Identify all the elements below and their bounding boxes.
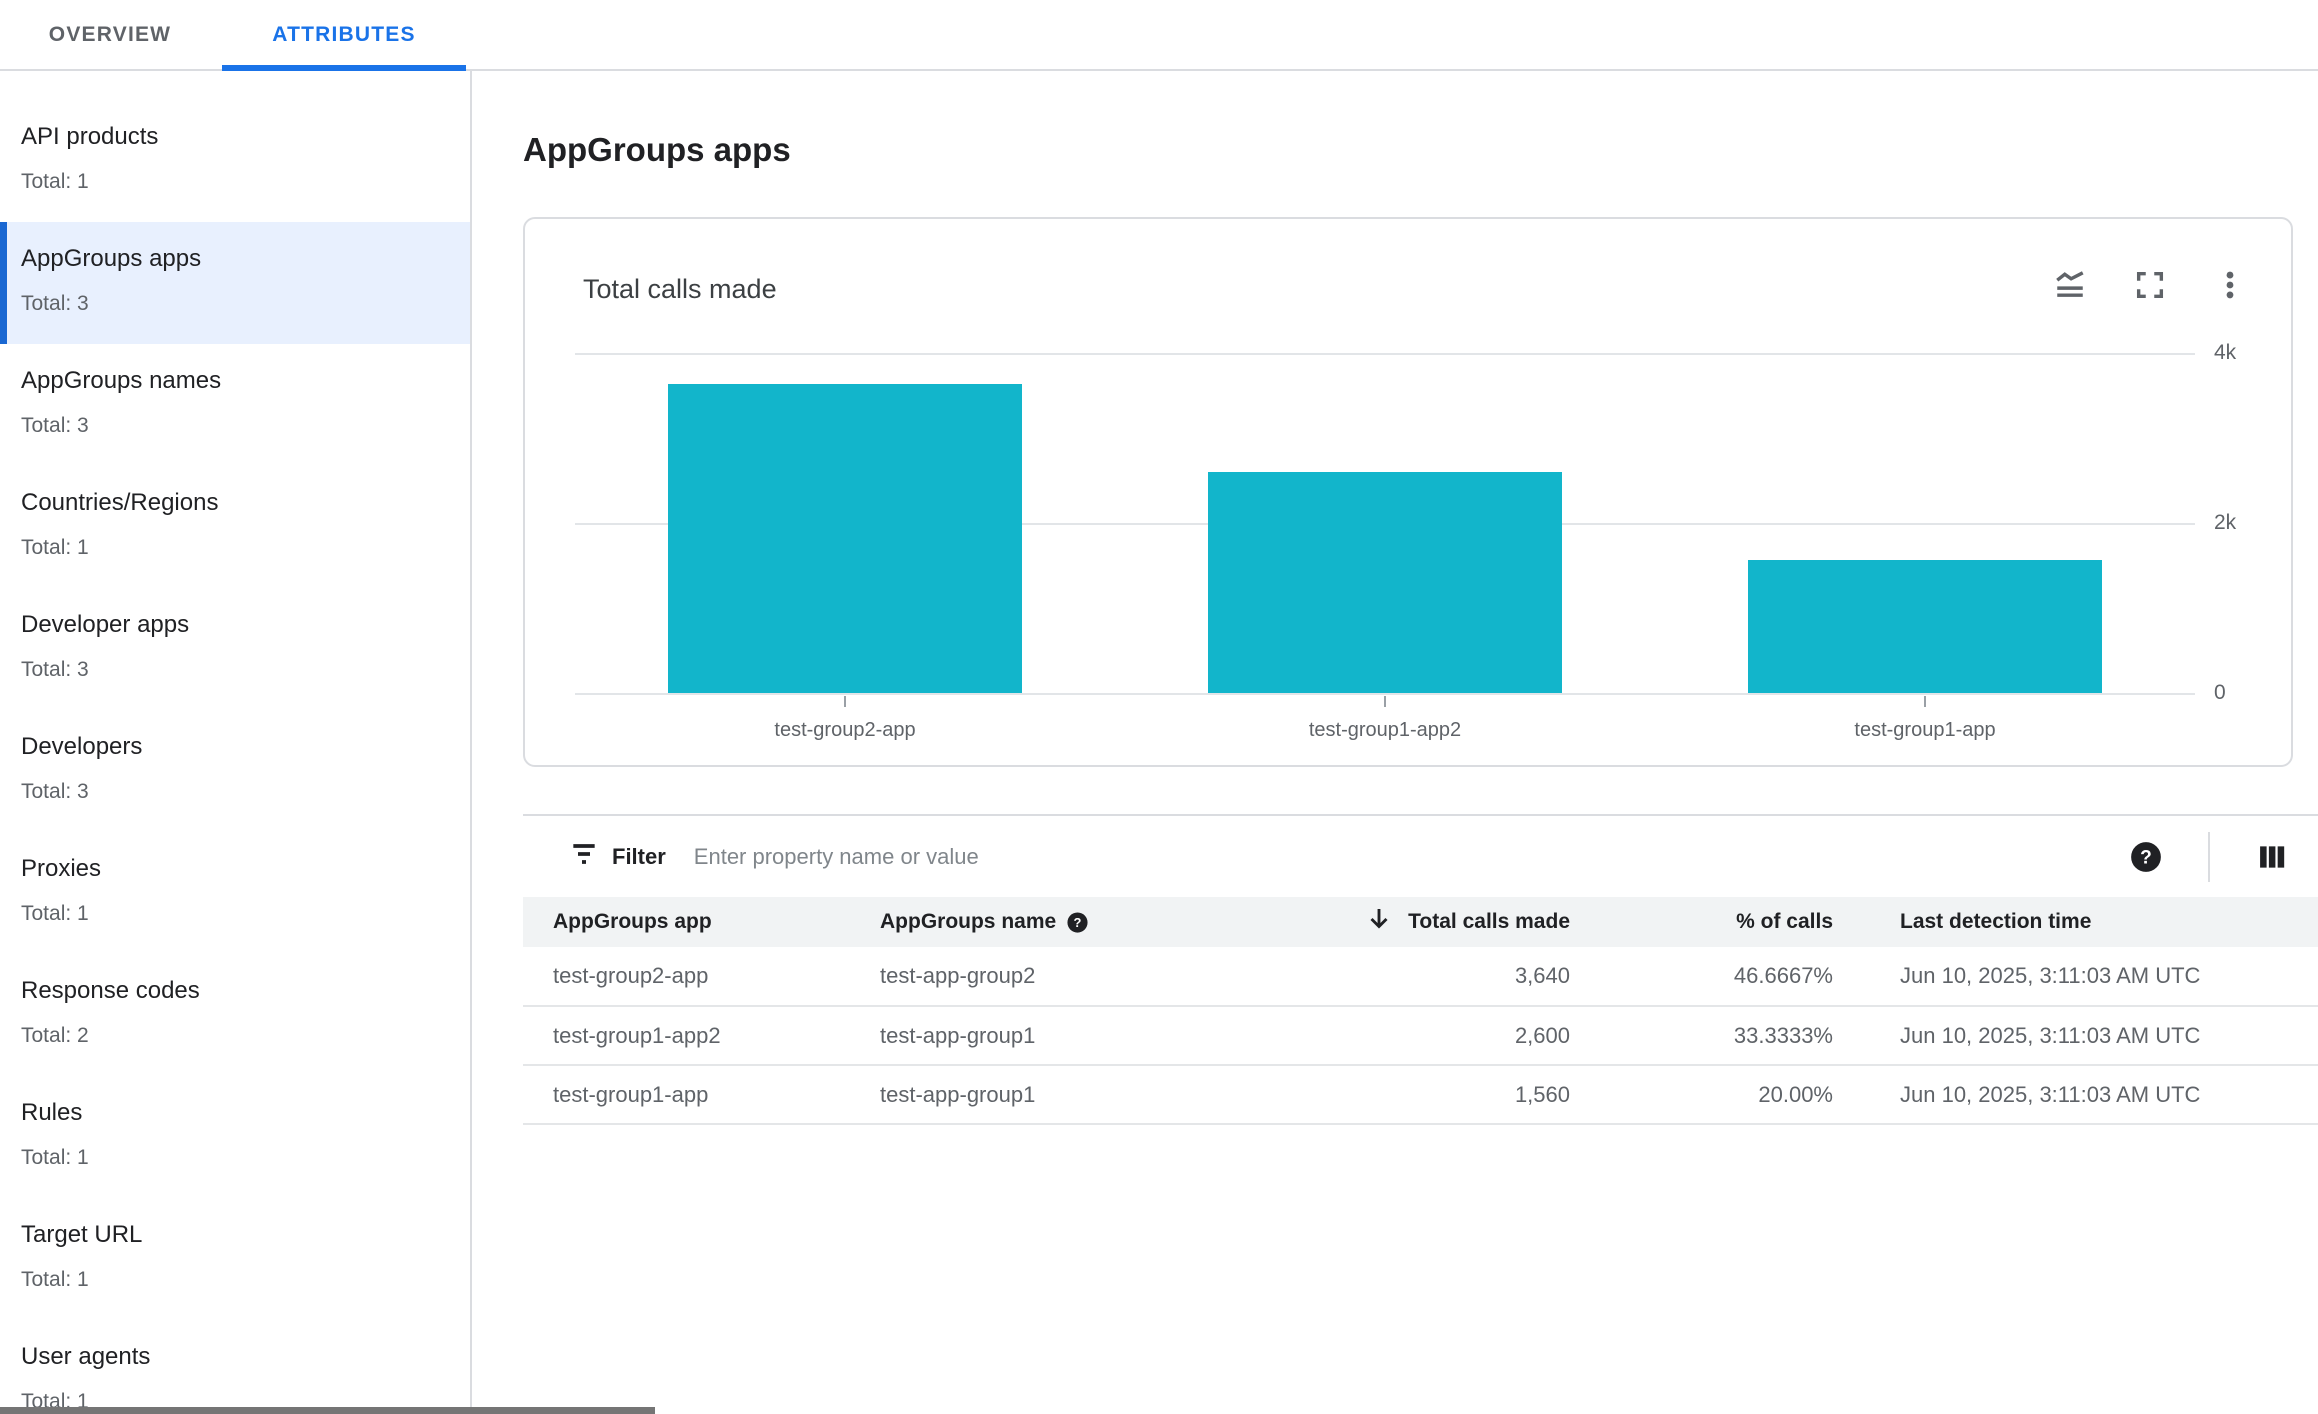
attributes-table-section: Filter ? [523, 814, 2318, 1125]
bar-chart: 4k 2k 0 test-group2-app test-group1-app2 test… [525, 219, 2291, 765]
filter-icon [568, 838, 600, 875]
col-header-appgroups-name[interactable]: AppGroups name ? [860, 897, 1135, 947]
table-row[interactable]: test-group1-app test-app-group1 1,560 20… [523, 1065, 2318, 1124]
filter-input[interactable] [693, 843, 2128, 870]
sidebar-item-label: AppGroups names [21, 367, 222, 394]
sidebar-item-api-products[interactable]: API products Total: 1 [0, 100, 470, 222]
sidebar-item-rules[interactable]: Rules Total: 1 [0, 1076, 470, 1198]
sidebar-item-label: Rules [21, 1099, 83, 1126]
column-settings-icon[interactable] [2254, 839, 2290, 875]
sort-descending-icon[interactable] [1364, 904, 1394, 940]
attributes-table: AppGroups app AppGroups name ? [523, 897, 2318, 1125]
sidebar-item-label: Developer apps [21, 611, 190, 638]
chart-x-tick [844, 696, 846, 707]
chart-x-tick [1384, 696, 1386, 707]
sidebar-item-label: Developers [21, 733, 143, 760]
table-row[interactable]: test-group2-app test-app-group2 3,640 46… [523, 947, 2318, 1006]
cell-appgroups-name: test-app-group1 [880, 1022, 1036, 1048]
divider [2208, 831, 2210, 882]
chart-y-tick-label: 4k [2214, 341, 2237, 364]
col-header-last-detection-time[interactable]: Last detection time [1900, 910, 2092, 933]
sidebar-item-proxies[interactable]: Proxies Total: 1 [0, 832, 470, 954]
cell-last-detection-time: Jun 10, 2025, 3:11:03 AM UTC [1900, 1081, 2201, 1107]
cell-total-calls: 1,560 [1514, 1081, 1570, 1107]
cell-appgroups-name: test-app-group2 [880, 963, 1036, 988]
chart-bar[interactable] [668, 383, 1022, 693]
col-header-percent-of-calls[interactable]: % of calls [1736, 910, 1833, 933]
tab-bar: OVERVIEW ATTRIBUTES [0, 0, 2318, 71]
chart-title: Total calls made [583, 274, 777, 304]
cell-appgroups-app: test-group1-app2 [553, 1022, 721, 1048]
sidebar-item-response-codes[interactable]: Response codes Total: 2 [0, 954, 470, 1076]
chart-x-tick [1924, 696, 1926, 707]
cell-percent-of-calls: 33.3333% [1733, 1022, 1833, 1048]
cell-last-detection-time: Jun 10, 2025, 3:11:03 AM UTC [1900, 963, 2201, 988]
sidebar-item-label: Response codes [21, 977, 200, 1004]
sidebar-item-developers[interactable]: Developers Total: 3 [0, 710, 470, 832]
sidebar-item-total: Total: 1 [21, 170, 89, 193]
chart-bar[interactable] [1748, 560, 2102, 693]
chart-type-icon[interactable] [2052, 267, 2088, 303]
cell-last-detection-time: Jun 10, 2025, 3:11:03 AM UTC [1900, 1022, 2201, 1048]
sidebar-item-label: User agents [21, 1343, 151, 1370]
sidebar-item-appgroups-apps[interactable]: AppGroups apps Total: 3 [0, 222, 470, 344]
table-row[interactable]: test-group1-app2 test-app-group1 2,600 3… [523, 1006, 2318, 1065]
sidebar-list: API products Total: 1 AppGroups apps Tot… [0, 71, 470, 1414]
cell-total-calls: 3,640 [1514, 963, 1570, 988]
tab-attributes[interactable]: ATTRIBUTES [222, 0, 466, 71]
chart-gridline [575, 353, 2195, 355]
cell-appgroups-app: test-group2-app [553, 963, 709, 988]
help-icon[interactable]: ? [1066, 911, 1089, 934]
filter-label: Filter [612, 843, 666, 869]
cell-appgroups-app: test-group1-app [553, 1081, 709, 1107]
sidebar-item-appgroups-names[interactable]: AppGroups names Total: 3 [0, 344, 470, 466]
svg-text:?: ? [2140, 847, 2152, 868]
cell-percent-of-calls: 46.6667% [1733, 963, 1833, 988]
main-content: AppGroups apps Total calls made [472, 71, 2318, 1414]
kebab-menu-icon[interactable] [2212, 267, 2248, 303]
sidebar-item-total: Total: 3 [21, 780, 89, 803]
horizontal-scrollbar[interactable] [0, 1407, 655, 1414]
sidebar-item-total: Total: 3 [21, 658, 89, 681]
chart-x-label: test-group2-app [774, 719, 916, 741]
sidebar-item-label: Countries/Regions [21, 489, 219, 516]
tab-overview[interactable]: OVERVIEW [48, 22, 172, 46]
chart-y-tick-label: 2k [2214, 511, 2237, 534]
attributes-sidebar: API products Total: 1 AppGroups apps Tot… [0, 71, 472, 1414]
fullscreen-icon[interactable] [2132, 267, 2168, 303]
svg-text:?: ? [1074, 914, 1082, 929]
sidebar-item-total: Total: 2 [21, 1024, 89, 1047]
cell-percent-of-calls: 20.00% [1758, 1081, 1833, 1107]
sidebar-item-label: API products [21, 123, 159, 150]
chart-gridline [575, 693, 2195, 695]
sidebar-item-countries-regions[interactable]: Countries/Regions Total: 1 [0, 466, 470, 588]
sidebar-item-total: Total: 3 [21, 292, 89, 315]
sidebar-item-user-agents[interactable]: User agents Total: 1 [0, 1320, 470, 1414]
sidebar-item-label: Proxies [21, 855, 102, 882]
chart-x-label: test-group1-app2 [1308, 719, 1462, 741]
sidebar-item-target-url[interactable]: Target URL Total: 1 [0, 1198, 470, 1320]
sidebar-item-label: AppGroups apps [21, 245, 202, 272]
sidebar-item-total: Total: 1 [21, 1268, 89, 1291]
cell-total-calls: 2,600 [1514, 1022, 1570, 1048]
help-icon[interactable]: ? [2128, 839, 2164, 875]
cell-appgroups-name: test-app-group1 [880, 1081, 1036, 1107]
chart-x-label: test-group1-app [1854, 719, 1996, 741]
sidebar-item-total: Total: 3 [21, 414, 89, 437]
sidebar-item-total: Total: 1 [21, 1146, 89, 1169]
sidebar-item-total: Total: 1 [21, 536, 89, 559]
table-header-row: AppGroups app AppGroups name ? [523, 897, 2318, 947]
sidebar-item-total: Total: 1 [21, 902, 89, 925]
filter-bar: Filter ? [523, 814, 2318, 897]
page-title: AppGroups apps [523, 131, 791, 168]
chart-bar[interactable] [1208, 472, 1562, 693]
chart-y-tick-label: 0 [2214, 681, 2226, 704]
sidebar-item-label: Target URL [21, 1221, 143, 1248]
col-header-appgroups-app[interactable]: AppGroups app [553, 910, 712, 933]
sidebar-item-developer-apps[interactable]: Developer apps Total: 3 [0, 588, 470, 710]
col-header-total-calls-made[interactable]: Total calls made [1135, 897, 1600, 947]
total-calls-chart-card: Total calls made [523, 217, 2293, 767]
